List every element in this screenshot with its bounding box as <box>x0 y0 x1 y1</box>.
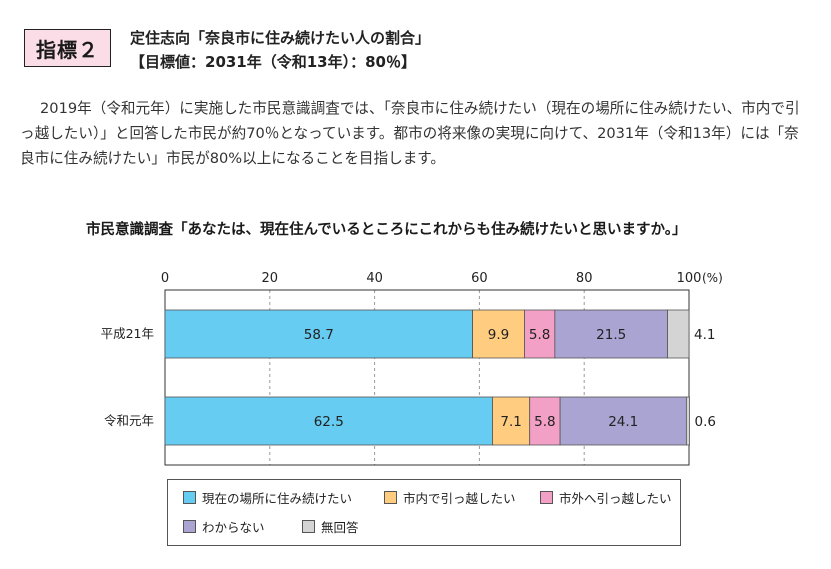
chart-title: 市民意識調査「あなたは、現在住んでいるところにこれからも住み続けたいと思いますか… <box>86 222 687 238</box>
legend-item: 市外へ引っ越したい <box>540 488 672 507</box>
data-label: 58.7 <box>304 327 334 343</box>
legend-label: 市内で引っ越したい <box>403 491 516 506</box>
category-label: 平成21年 <box>101 326 154 341</box>
x-tick-label: 100 <box>677 271 702 286</box>
data-label: 0.6 <box>695 414 716 430</box>
plot-frame <box>164 289 690 466</box>
x-tick-label: 60 <box>471 271 488 286</box>
data-label: 5.8 <box>534 414 555 430</box>
data-label: 62.5 <box>314 414 344 430</box>
description-paragraph: 2019年（令和元年）に実施した市民意識調査では、「奈良市に住み続けたい（現在の… <box>20 96 810 171</box>
data-label: 7.1 <box>500 414 521 430</box>
data-label: 21.5 <box>596 327 626 343</box>
legend-item: 現在の場所に住み続けたい <box>183 488 352 507</box>
bar-segment <box>164 309 473 359</box>
bar-segment <box>164 396 493 446</box>
legend-label: わからない <box>202 520 265 535</box>
bar-segment <box>685 396 690 446</box>
legend-label: 無回答 <box>321 520 359 535</box>
description-text: 2019年（令和元年）に実施した市民意識調査では、「奈良市に住み続けたい（現在の… <box>20 100 800 167</box>
bar-segment <box>559 396 687 446</box>
x-tick-label: 40 <box>366 271 383 286</box>
unit-label: (%) <box>702 271 723 285</box>
bar-segment <box>472 309 525 359</box>
legend-label: 現在の場所に住み続けたい <box>202 491 353 506</box>
data-label: 5.8 <box>529 327 550 343</box>
legend-swatch <box>183 520 196 533</box>
bar-segment <box>492 396 531 446</box>
data-label: 9.9 <box>488 327 509 343</box>
indicator-title: 定住志向「奈良市に住み続けたい人の割合」 <box>130 29 431 47</box>
data-label: 24.1 <box>608 414 638 430</box>
bar-segment <box>529 396 561 446</box>
data-label: 4.1 <box>694 327 715 343</box>
category-label: 令和元年 <box>104 413 154 428</box>
bar-segment <box>554 309 668 359</box>
legend-item: 無回答 <box>302 517 359 536</box>
legend-swatch <box>540 491 553 504</box>
bar-segment <box>667 309 690 359</box>
legend-item: わからない <box>183 517 265 536</box>
legend-swatch <box>183 491 196 504</box>
indicator-target: 【目標値：2031年（令和13年）：80％】 <box>130 53 416 71</box>
x-tick-label: 0 <box>161 271 169 286</box>
legend-label: 市外へ引っ越したい <box>559 491 672 506</box>
chart-legend: 現在の場所に住み続けたい 市内で引っ越したい 市外へ引っ越したいわからない 無回答 <box>167 479 681 546</box>
indicator-heading: 定住志向「奈良市に住み続けたい人の割合」 【目標値：2031年（令和13年）：8… <box>130 26 430 74</box>
legend-item: 市内で引っ越したい <box>384 488 516 507</box>
legend-swatch <box>302 520 315 533</box>
x-tick-label: 20 <box>262 271 279 286</box>
x-tick-label: 80 <box>576 271 593 286</box>
legend-swatch <box>384 491 397 504</box>
indicator-badge: 指標２ <box>24 29 111 67</box>
